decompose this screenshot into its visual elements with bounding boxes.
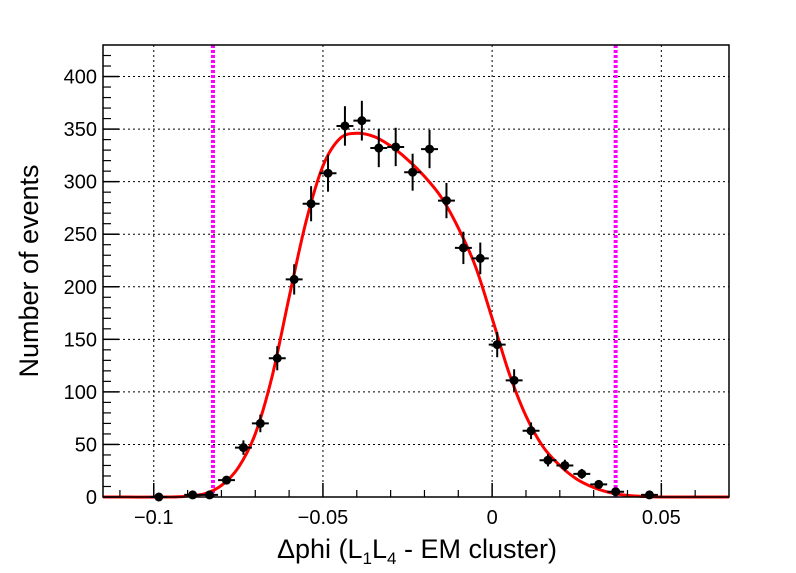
data-point [268, 346, 286, 371]
data-marker [391, 142, 401, 152]
y-axis-title: Number of events [14, 164, 44, 377]
data-point [471, 242, 489, 275]
data-point [353, 100, 371, 141]
data-point [488, 331, 506, 358]
data-point [370, 128, 388, 168]
data-marker [441, 196, 451, 206]
data-point [454, 231, 472, 265]
data-point [234, 440, 252, 455]
y-tick-label: 100 [64, 382, 97, 404]
data-marker [577, 469, 587, 479]
data-point [387, 127, 405, 167]
plot-frame [102, 44, 730, 498]
x-tick-label: 0.05 [642, 507, 681, 529]
data-marker [458, 243, 468, 253]
data-marker [238, 443, 248, 453]
data-marker [560, 460, 570, 470]
axis-ticks [103, 54, 696, 498]
data-point [319, 154, 337, 192]
x-tick-label: −0.1 [134, 507, 173, 529]
y-tick-label: 0 [86, 487, 97, 509]
fit-curve-group [102, 131, 730, 499]
data-marker [611, 487, 621, 497]
data-point [251, 414, 269, 433]
data-point [336, 106, 354, 146]
data-point [556, 459, 574, 472]
data-point [590, 479, 608, 489]
data-marker [492, 340, 502, 350]
data-point [201, 490, 219, 500]
data-marker [475, 253, 485, 263]
data-marker [408, 167, 418, 177]
data-point [184, 490, 202, 500]
data-point [218, 475, 235, 485]
y-tick-labels: 0 50 100 150 200 250 300 350 400 [64, 67, 97, 509]
data-marker [222, 475, 232, 485]
cut-lines [210, 45, 618, 497]
data-point [505, 369, 523, 392]
data-marker [509, 375, 519, 385]
data-marker [340, 121, 350, 131]
data-marker [543, 455, 553, 465]
y-tick-label: 350 [64, 119, 97, 141]
data-point [539, 453, 557, 467]
y-tick-label: 200 [64, 277, 97, 299]
data-marker [255, 418, 265, 428]
data-marker [594, 479, 604, 489]
y-tick-label: 50 [75, 434, 97, 456]
data-marker [205, 490, 215, 500]
x-tick-labels: −0.1 −0.05 0 0.05 [134, 507, 681, 529]
x-axis-title: Δphi (L1L4 - EM cluster) [277, 534, 557, 568]
data-marker [306, 199, 316, 209]
y-tick-label: 150 [64, 329, 97, 351]
data-marker [188, 490, 198, 500]
data-marker [323, 168, 333, 178]
data-marker [425, 144, 435, 154]
data-point [404, 153, 422, 191]
data-marker [289, 274, 299, 284]
fit-curve [102, 131, 730, 499]
x-tick-label: −0.05 [298, 507, 349, 529]
grid [103, 45, 729, 498]
y-tick-label: 300 [64, 172, 97, 194]
data-marker [644, 490, 654, 500]
data-marker [374, 143, 384, 153]
data-point [437, 182, 455, 219]
y-tick-label: 250 [64, 224, 97, 246]
y-tick-label: 400 [64, 67, 97, 89]
data-point [421, 129, 438, 169]
data-marker [526, 426, 536, 436]
data-point [607, 487, 625, 497]
data-points [150, 100, 658, 502]
data-point [302, 186, 320, 222]
data-point [522, 422, 540, 440]
data-point [285, 264, 303, 295]
data-marker [272, 353, 282, 363]
data-point [573, 468, 591, 479]
x-tick-label: 0 [487, 507, 498, 529]
data-marker [357, 116, 367, 126]
